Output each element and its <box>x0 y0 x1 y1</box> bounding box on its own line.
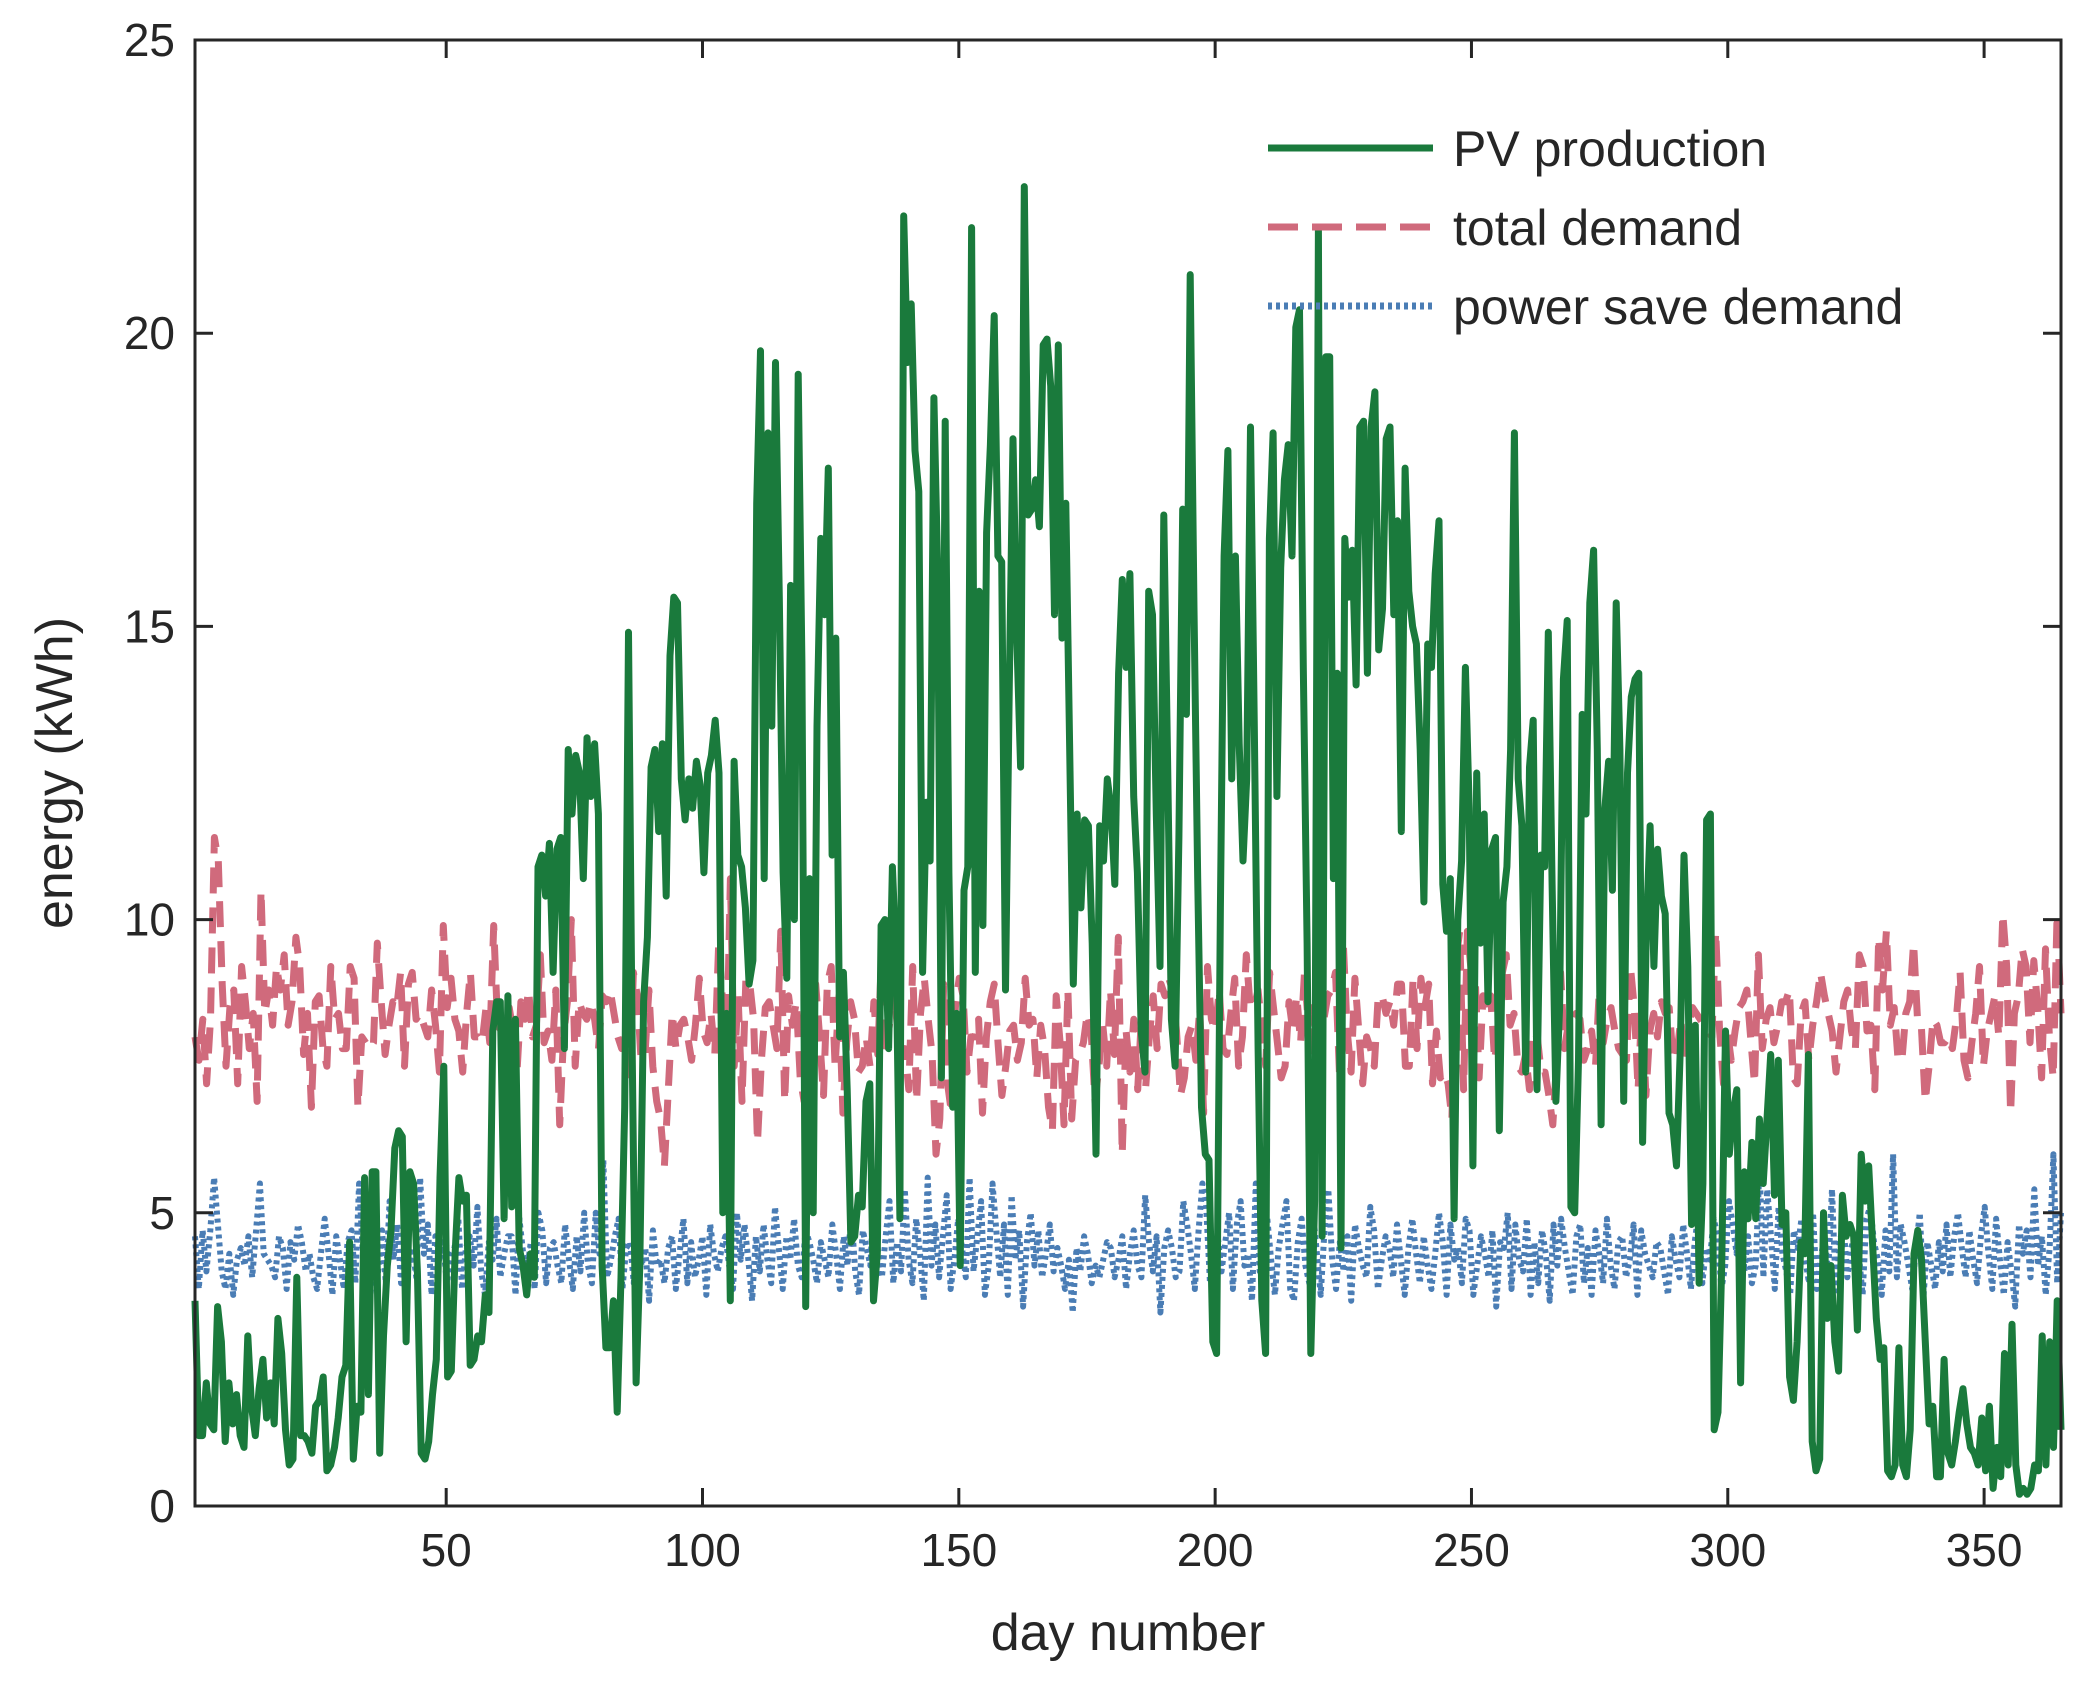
series-line-power-save-demand <box>192 1151 2064 1316</box>
x-tick-label: 200 <box>1177 1524 1254 1576</box>
x-tick-label: 350 <box>1946 1524 2023 1576</box>
axes-box <box>193 38 2063 1508</box>
x-tick-label: 100 <box>664 1524 741 1576</box>
y-axis-ticks: 0 5 10 15 20 25 <box>124 14 2061 1532</box>
legend-label-total-demand: total demand <box>1453 200 1742 256</box>
x-axis-ticks: 50 100 150 200 250 300 350 <box>421 40 2023 1576</box>
y-tick-label: 5 <box>149 1187 175 1239</box>
y-tick-label: 10 <box>124 894 175 946</box>
series-layer <box>191 183 2065 1498</box>
x-tick-label: 150 <box>920 1524 997 1576</box>
legend-label-pv-production: PV production <box>1453 121 1767 177</box>
y-tick-label: 20 <box>124 307 175 359</box>
x-tick-label: 250 <box>1433 1524 1510 1576</box>
legend: PV production total demand power save de… <box>1268 121 1903 335</box>
x-axis-label: day number <box>991 1604 1266 1662</box>
y-tick-label: 0 <box>149 1480 175 1532</box>
legend-label-power-save-demand: power save demand <box>1453 279 1903 335</box>
x-tick-label: 50 <box>421 1524 472 1576</box>
y-axis-label: energy (kWh) <box>26 617 84 929</box>
x-tick-label: 300 <box>1689 1524 1766 1576</box>
series-line-pv-production <box>191 183 2065 1498</box>
y-tick-label: 15 <box>124 600 175 652</box>
y-tick-label: 25 <box>124 14 175 66</box>
